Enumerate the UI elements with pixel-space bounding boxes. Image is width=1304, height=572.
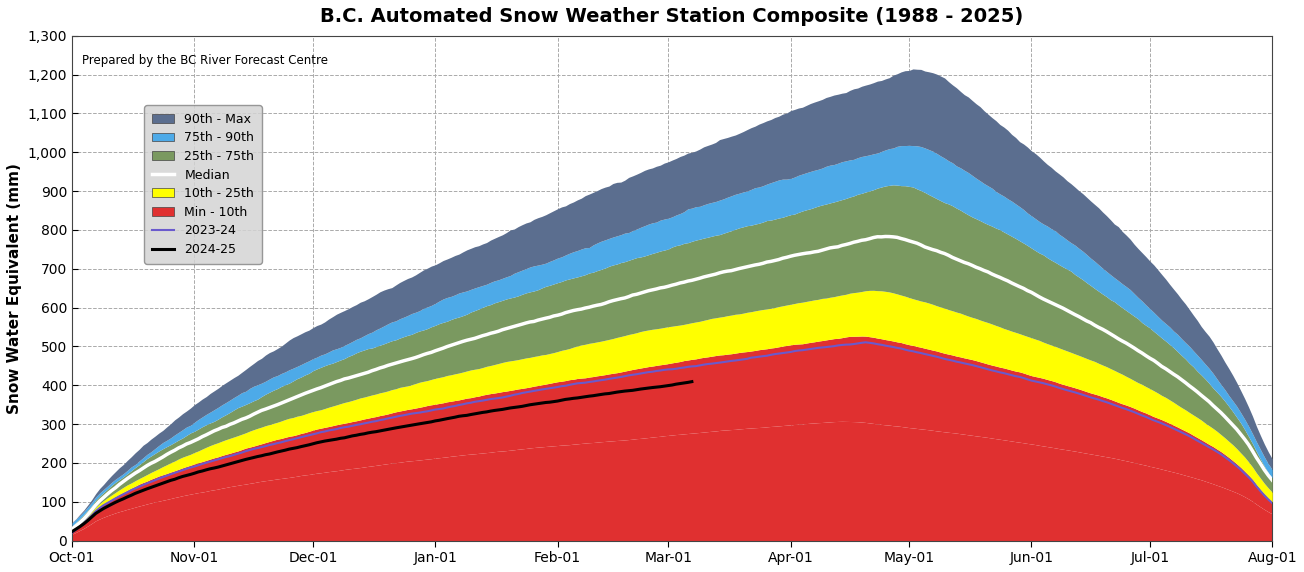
Y-axis label: Snow Water Equivalent (mm): Snow Water Equivalent (mm) [7, 163, 22, 414]
Title: B.C. Automated Snow Weather Station Composite (1988 - 2025): B.C. Automated Snow Weather Station Comp… [321, 7, 1024, 26]
Legend: 90th - Max, 75th - 90th, 25th - 75th, Median, 10th - 25th, Min - 10th, 2023-24, : 90th - Max, 75th - 90th, 25th - 75th, Me… [145, 105, 262, 264]
Text: Prepared by the BC River Forecast Centre: Prepared by the BC River Forecast Centre [82, 54, 327, 66]
